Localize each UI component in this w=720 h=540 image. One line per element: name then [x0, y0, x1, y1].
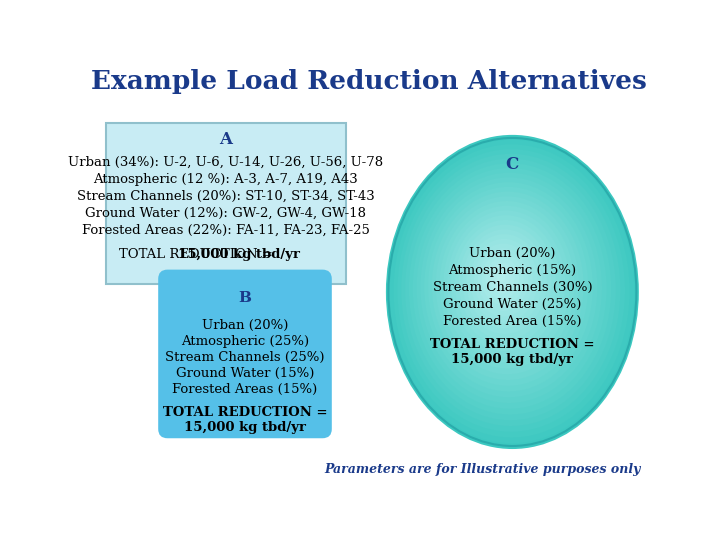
- Ellipse shape: [467, 234, 542, 328]
- Ellipse shape: [424, 182, 593, 392]
- Text: TOTAL REDUCTION =: TOTAL REDUCTION =: [163, 406, 328, 419]
- Text: 15,000 kg tbd/yr: 15,000 kg tbd/yr: [178, 248, 300, 261]
- Ellipse shape: [428, 187, 588, 386]
- Ellipse shape: [478, 248, 528, 311]
- Ellipse shape: [462, 230, 546, 334]
- Ellipse shape: [413, 168, 607, 409]
- FancyBboxPatch shape: [106, 123, 346, 284]
- Ellipse shape: [459, 225, 552, 340]
- Ellipse shape: [447, 211, 565, 357]
- Ellipse shape: [390, 140, 634, 443]
- Text: Stream Channels (30%): Stream Channels (30%): [433, 281, 592, 294]
- Text: Ground Water (25%): Ground Water (25%): [444, 298, 582, 310]
- Text: 15,000 kg tbd/yr: 15,000 kg tbd/yr: [184, 421, 306, 434]
- Text: Urban (20%): Urban (20%): [202, 319, 288, 332]
- Text: Ground Water (15%): Ground Water (15%): [176, 367, 314, 380]
- Ellipse shape: [436, 196, 579, 374]
- Ellipse shape: [439, 201, 575, 368]
- Text: Forested Areas (22%): FA-11, FA-23, FA-25: Forested Areas (22%): FA-11, FA-23, FA-2…: [81, 224, 369, 237]
- Ellipse shape: [401, 154, 621, 426]
- Text: Atmospheric (25%): Atmospheric (25%): [181, 335, 309, 348]
- FancyBboxPatch shape: [158, 269, 332, 438]
- Ellipse shape: [386, 135, 639, 449]
- Text: Stream Channels (20%): ST-10, ST-34, ST-43: Stream Channels (20%): ST-10, ST-34, ST-…: [77, 190, 374, 203]
- Text: Urban (34%): U-2, U-6, U-14, U-26, U-56, U-78: Urban (34%): U-2, U-6, U-14, U-26, U-56,…: [68, 156, 383, 169]
- Text: TOTAL REDUCTION =: TOTAL REDUCTION =: [430, 338, 595, 351]
- Ellipse shape: [497, 272, 505, 282]
- Ellipse shape: [394, 144, 630, 437]
- Text: A: A: [219, 131, 232, 148]
- Text: Atmospheric (12 %): A-3, A-7, A19, A43: Atmospheric (12 %): A-3, A-7, A19, A43: [94, 173, 358, 186]
- Text: C: C: [505, 157, 519, 173]
- Text: Forested Areas (15%): Forested Areas (15%): [172, 383, 318, 396]
- Ellipse shape: [397, 149, 625, 432]
- Text: Ground Water (12%): GW-2, GW-4, GW-18: Ground Water (12%): GW-2, GW-4, GW-18: [85, 207, 366, 220]
- Ellipse shape: [485, 258, 519, 300]
- Ellipse shape: [490, 262, 515, 294]
- Ellipse shape: [455, 220, 556, 346]
- Ellipse shape: [493, 267, 510, 288]
- Ellipse shape: [417, 173, 602, 403]
- Text: TOTAL REDUCTION =: TOTAL REDUCTION =: [120, 248, 278, 261]
- Text: Forested Area (15%): Forested Area (15%): [443, 315, 582, 328]
- Ellipse shape: [451, 215, 561, 352]
- Text: Urban (20%): Urban (20%): [469, 247, 556, 260]
- Text: Stream Channels (25%): Stream Channels (25%): [166, 351, 325, 364]
- Ellipse shape: [432, 192, 584, 380]
- Ellipse shape: [420, 177, 598, 397]
- Ellipse shape: [470, 239, 538, 322]
- Ellipse shape: [444, 206, 570, 363]
- Ellipse shape: [409, 163, 611, 415]
- Ellipse shape: [482, 253, 523, 305]
- Text: Atmospheric (15%): Atmospheric (15%): [449, 264, 577, 277]
- Ellipse shape: [474, 244, 533, 317]
- Text: Parameters are for Illustrative purposes only: Parameters are for Illustrative purposes…: [324, 463, 640, 476]
- Text: Example Load Reduction Alternatives: Example Load Reduction Alternatives: [91, 69, 647, 94]
- Ellipse shape: [405, 158, 616, 420]
- Text: 15,000 kg tbd/yr: 15,000 kg tbd/yr: [451, 353, 573, 366]
- Text: B: B: [238, 291, 251, 305]
